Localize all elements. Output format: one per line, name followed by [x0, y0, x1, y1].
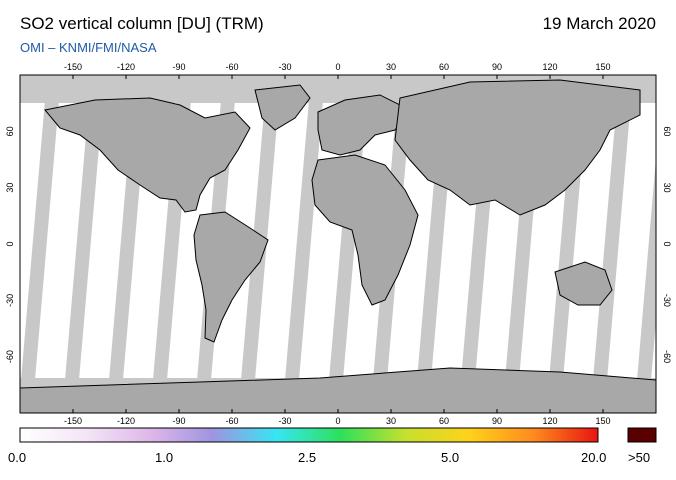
orbit-gap-stripe — [637, 158, 656, 380]
lon-tick-label: -90 — [172, 416, 185, 426]
lon-tick-label: -120 — [117, 62, 135, 72]
top-longitude-ticks: -150 -120 -90 -60 -30 0 30 60 90 120 150 — [64, 62, 611, 79]
lon-tick-label: 60 — [439, 62, 449, 72]
north-america — [44, 97, 251, 213]
orbit-gap-stripe — [593, 100, 631, 380]
orbit-gap-stripe — [65, 100, 103, 380]
map-date: 19 March 2020 — [542, 14, 656, 33]
left-latitude-ticks: 60 30 0 -30 -60 — [5, 126, 15, 363]
colorbar-label-2: 2.5 — [298, 450, 317, 465]
coastlines — [20, 79, 656, 413]
lon-tick-label: 150 — [595, 416, 610, 426]
bottom-longitude-ticks: -150 -120 -90 -60 -30 0 30 60 90 120 150 — [64, 409, 611, 426]
right-latitude-ticks: 60 30 0 -30 -60 — [662, 126, 672, 363]
lon-tick-label: 0 — [335, 416, 340, 426]
lon-tick-label: -60 — [225, 62, 238, 72]
lat-tick-label: 30 — [5, 183, 15, 193]
lat-tick-label: -30 — [5, 294, 15, 307]
data-credit: OMI – KNMI/FMI/NASA — [20, 40, 157, 55]
lon-tick-label: 120 — [542, 62, 557, 72]
lon-tick-label: -90 — [172, 62, 185, 72]
orbit-gap-stripe — [21, 100, 59, 380]
australia — [554, 261, 613, 306]
lon-tick-label: 90 — [492, 62, 502, 72]
lon-tick-label: -30 — [278, 416, 291, 426]
lon-tick-label: 30 — [386, 62, 396, 72]
lon-tick-label: 30 — [386, 416, 396, 426]
south-america — [193, 211, 269, 343]
lat-tick-label: -60 — [662, 350, 672, 363]
map-title: SO2 vertical column [DU] (TRM) — [20, 14, 264, 33]
lon-tick-label: 90 — [492, 416, 502, 426]
colorbar-overflow-box — [627, 427, 657, 443]
asia — [394, 79, 641, 216]
colorbar-label-0: 0.0 — [8, 450, 27, 465]
antarctica — [20, 367, 656, 413]
colorbar-label-1: 1.0 — [155, 450, 174, 465]
greenland — [254, 84, 311, 131]
orbit-gap-stripe — [285, 100, 323, 380]
lat-tick-label: 30 — [662, 183, 672, 193]
africa — [311, 154, 419, 306]
colorbar-label-5: >50 — [628, 450, 651, 465]
lat-tick-label: 0 — [5, 241, 15, 246]
lon-tick-label: 0 — [335, 62, 340, 72]
colorbar — [19, 427, 599, 443]
colorbar-label-4: 20.0 — [581, 450, 607, 465]
lon-tick-label: -150 — [64, 62, 82, 72]
lon-tick-label: -150 — [64, 416, 82, 426]
lat-tick-label: -30 — [662, 294, 672, 307]
lat-tick-label: -60 — [5, 350, 15, 363]
lat-tick-label: 0 — [662, 241, 672, 246]
lon-tick-label: 120 — [542, 416, 557, 426]
map-field — [20, 75, 656, 413]
lon-tick-label: 150 — [595, 62, 610, 72]
lon-tick-label: -120 — [117, 416, 135, 426]
lon-tick-label: -60 — [225, 416, 238, 426]
lat-tick-label: 60 — [5, 126, 15, 136]
lat-tick-label: 60 — [662, 126, 672, 136]
colorbar-label-3: 5.0 — [441, 450, 460, 465]
lon-tick-label: 60 — [439, 416, 449, 426]
lon-tick-label: -30 — [278, 62, 291, 72]
europe — [317, 94, 411, 156]
